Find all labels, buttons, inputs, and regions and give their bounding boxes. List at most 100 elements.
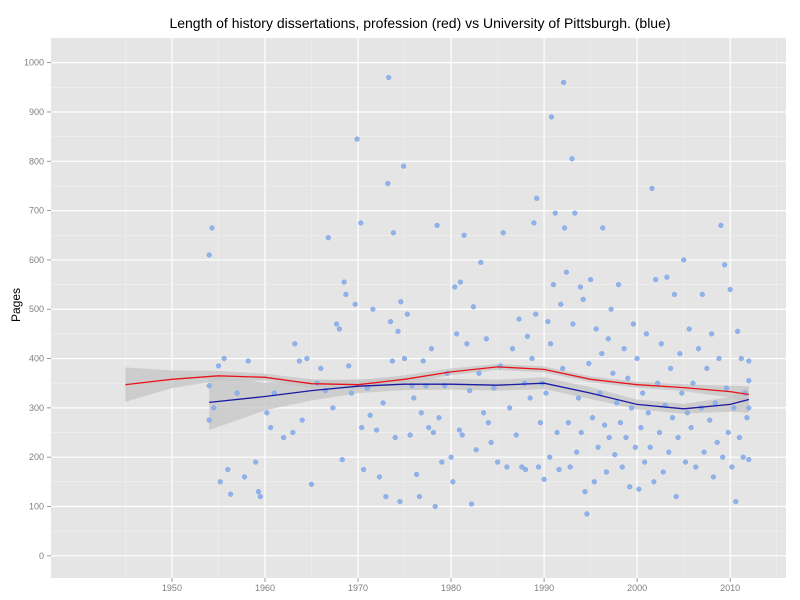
x-axis-ticks: 1950 1960 1970 1980 1990 2000 2010 [162, 578, 740, 593]
y-tick-label: 100 [29, 501, 44, 511]
data-point [215, 363, 222, 369]
data-point [488, 439, 494, 446]
data-point [401, 355, 408, 362]
data-point [527, 395, 533, 401]
data-point [548, 114, 555, 120]
data-point [599, 351, 605, 357]
data-point [397, 499, 403, 505]
data-point [738, 355, 744, 362]
data-point [411, 395, 417, 401]
y-tick-label: 800 [29, 156, 44, 166]
data-point [720, 454, 726, 460]
data-point [654, 380, 661, 386]
data-point [649, 185, 655, 192]
data-point [388, 319, 394, 325]
data-point [401, 163, 407, 169]
data-point [370, 306, 376, 312]
data-point [640, 390, 646, 396]
data-point [731, 405, 737, 411]
data-point [348, 390, 355, 396]
data-point [519, 464, 525, 470]
data-point [714, 439, 720, 446]
data-point [385, 180, 391, 187]
data-point [681, 257, 687, 263]
data-point [468, 501, 475, 507]
data-point [478, 259, 484, 266]
data-point [234, 390, 240, 396]
data-point [407, 432, 413, 438]
data-point [704, 365, 710, 372]
data-point [666, 449, 672, 455]
data-point [485, 420, 491, 426]
data-point [545, 319, 551, 325]
data-point [318, 365, 324, 372]
data-point [736, 434, 743, 441]
data-point [292, 341, 298, 347]
data-point [554, 429, 560, 436]
data-point [459, 432, 465, 438]
data-point [470, 304, 477, 310]
data-point [456, 427, 463, 433]
data-point [723, 385, 730, 391]
data-point [587, 277, 594, 283]
data-point [354, 136, 360, 142]
data-point [531, 220, 537, 226]
data-point [346, 363, 352, 369]
data-point [253, 459, 259, 465]
data-point [361, 466, 367, 473]
data-point [710, 474, 717, 480]
confidence-band [209, 375, 749, 431]
data-point [578, 429, 584, 436]
x-tick-label: 2000 [627, 583, 647, 593]
data-point [359, 425, 365, 431]
data-point [436, 415, 442, 421]
data-point [464, 341, 470, 347]
data-point [556, 466, 562, 473]
data-point [641, 459, 648, 465]
data-point [529, 355, 535, 362]
profession-smooth-line [125, 366, 749, 396]
data-point [669, 415, 676, 421]
plot-panel [51, 38, 786, 578]
data-point [241, 474, 248, 480]
data-point [418, 410, 424, 416]
data-point [630, 321, 637, 327]
data-point [746, 378, 752, 384]
data-point [701, 449, 707, 455]
data-point [619, 464, 625, 470]
data-point [621, 346, 627, 352]
data-point [746, 358, 752, 364]
data-point [558, 301, 564, 307]
x-tick-label: 1950 [162, 583, 182, 593]
data-point [452, 284, 458, 290]
y-tick-label: 700 [29, 206, 44, 216]
data-point [358, 220, 364, 226]
y-tick-label: 300 [29, 403, 44, 413]
data-point [746, 405, 752, 411]
data-point [628, 405, 635, 411]
data-point [610, 370, 616, 376]
data-point [645, 410, 651, 416]
data-point [740, 454, 746, 460]
data-point [281, 434, 287, 441]
data-point [454, 331, 460, 337]
data-point [608, 306, 614, 312]
data-point [537, 420, 544, 426]
minor-gridlines [51, 37, 786, 578]
data-point [679, 390, 685, 396]
data-point [574, 449, 580, 455]
data-point [561, 225, 568, 231]
data-point [386, 74, 392, 81]
data-point [550, 282, 557, 288]
data-point [623, 434, 629, 441]
data-point [746, 457, 752, 463]
data-point [712, 400, 718, 406]
data-point [744, 415, 750, 421]
data-point [575, 395, 582, 401]
data-point [690, 380, 696, 386]
data-point [414, 471, 420, 478]
data-point [209, 225, 215, 231]
data-point [686, 326, 692, 332]
data-point [296, 358, 303, 364]
x-tick-label: 1970 [348, 583, 368, 593]
